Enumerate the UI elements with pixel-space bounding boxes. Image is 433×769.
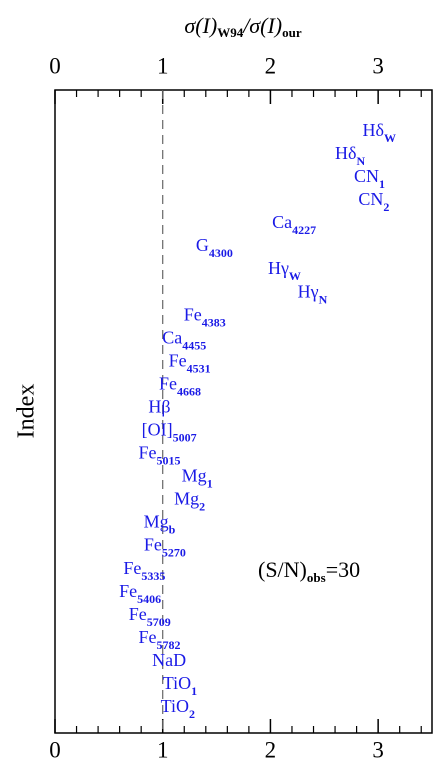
index-label: Mg2 (174, 489, 205, 514)
index-sub: 5270 (162, 545, 186, 559)
x-tick-label: 2 (265, 737, 277, 762)
index-sub: 5406 (137, 592, 161, 606)
x-tick-label: 1 (157, 737, 169, 762)
index-sub: 4531 (187, 361, 211, 375)
x-tick-label-top: 1 (157, 53, 169, 78)
index-label: HδN (335, 143, 365, 168)
index-name: TiO (163, 673, 191, 693)
index-name: Fe (144, 535, 162, 555)
index-sub: 5782 (156, 638, 180, 652)
index-label: G4300 (196, 235, 233, 260)
index-name: NaD (152, 650, 186, 670)
index-name: Hγ (268, 258, 289, 278)
index-sub: 4300 (209, 246, 233, 260)
index-label: Fe5782 (138, 627, 180, 652)
index-name: [OI] (142, 420, 173, 440)
index-sub: 5335 (141, 569, 165, 583)
index-name: Fe (138, 443, 156, 463)
x-title-part: σ(I) (184, 13, 217, 38)
index-sub: N (319, 292, 328, 306)
index-label: CN2 (358, 189, 389, 214)
index-label: TiO2 (161, 696, 195, 721)
annotation-text: (S/N) (258, 557, 307, 582)
x-axis-title: σ(I)W94/σ(I)our (184, 13, 302, 40)
index-name: Ca (272, 212, 292, 232)
index-sub: 4227 (292, 223, 316, 237)
index-sub: 2 (199, 499, 205, 513)
index-name: CN (354, 166, 379, 186)
index-label: NaD (152, 650, 186, 670)
index-sub: N (357, 154, 366, 168)
index-label: HδW (362, 120, 395, 145)
index-name: Mg (182, 466, 207, 486)
annotation-suffix: =30 (326, 557, 360, 582)
index-name: Fe (138, 627, 156, 647)
index-name: Hδ (335, 143, 356, 163)
index-sub: 1 (207, 476, 213, 490)
index-label: Mg1 (182, 466, 213, 491)
index-name: Mg (174, 489, 199, 509)
index-label: Fe4668 (159, 374, 201, 399)
index-label: HγN (298, 281, 328, 306)
index-sub: 5007 (173, 430, 197, 444)
index-label: Ca4227 (272, 212, 316, 237)
x-tick-label: 3 (372, 737, 384, 762)
x-tick-label: 0 (49, 737, 61, 762)
index-name: Hδ (362, 120, 383, 140)
x-tick-label-top: 2 (265, 53, 277, 78)
index-name: Hβ (148, 397, 170, 417)
index-name: CN (358, 189, 383, 209)
index-name: Fe (119, 581, 137, 601)
index-label: Fe5406 (119, 581, 161, 606)
index-name: Ca (162, 327, 182, 347)
index-sub: 2 (189, 707, 195, 721)
index-label: Fe5709 (129, 604, 171, 629)
index-sub: 5709 (147, 615, 171, 629)
index-label: Hβ (148, 397, 170, 417)
index-name: Fe (159, 374, 177, 394)
plot-frame (54, 89, 433, 734)
index-name: Fe (129, 604, 147, 624)
index-sub: 1 (379, 177, 385, 191)
index-label: TiO1 (163, 673, 197, 698)
x-title-sub: our (282, 25, 302, 40)
index-label: CN1 (354, 166, 385, 191)
index-sub: b (169, 522, 176, 536)
x-title-sub: W94 (217, 25, 244, 40)
index-label: Fe4531 (169, 351, 211, 376)
index-sub: 4383 (202, 315, 226, 329)
x-tick-label-top: 0 (49, 53, 61, 78)
annotation-sub: obs (307, 570, 326, 585)
index-name: Fe (169, 351, 187, 371)
index-sub: W (384, 131, 396, 145)
index-label: Fe5270 (144, 535, 186, 560)
index-sub: 2 (383, 200, 389, 214)
annotation: (S/N)obs=30 (258, 557, 360, 585)
index-name: Mg (144, 512, 169, 532)
index-sub: 1 (191, 684, 197, 698)
index-label: Mgb (144, 512, 176, 537)
x-tick-label-top: 3 (372, 53, 384, 78)
index-label: Fe4383 (184, 304, 226, 329)
index-label: Ca4455 (162, 327, 206, 352)
index-label: Fe5335 (123, 558, 165, 583)
index-sub: 4455 (182, 338, 206, 352)
index-label: HγW (268, 258, 301, 283)
x-title-part: /σ(I) (241, 13, 282, 38)
index-sub: 4668 (177, 384, 201, 398)
index-name: G (196, 235, 209, 255)
y-axis-title: Index (14, 384, 40, 439)
index-sub: 5015 (156, 453, 180, 467)
index-name: Fe (123, 558, 141, 578)
index-sub: W (289, 269, 301, 283)
index-name: Fe (184, 304, 202, 324)
index-name: Hγ (298, 281, 319, 301)
index-label: [OI]5007 (142, 420, 197, 445)
index-name: TiO (161, 696, 189, 716)
index-label: Fe5015 (138, 443, 180, 468)
